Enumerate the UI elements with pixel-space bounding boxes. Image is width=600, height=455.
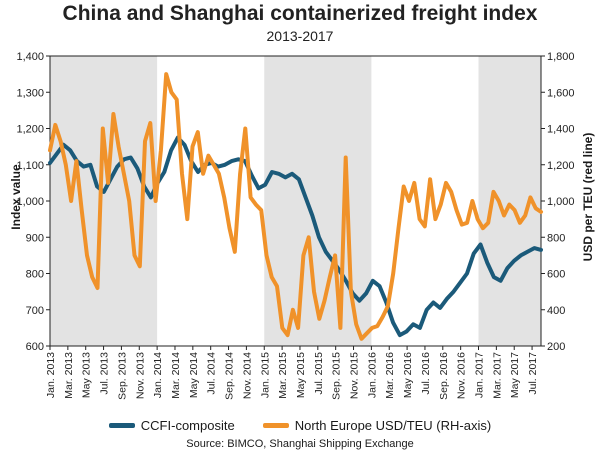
x-tick-label: Jan. 2017 <box>474 352 486 398</box>
y-tick-label-left: 1,000 <box>16 196 44 208</box>
x-tick-label: May 2015 <box>295 352 307 398</box>
x-tick-label: Mar. 2014 <box>170 352 182 399</box>
legend-label-ccfi: CCFI-composite <box>140 418 235 433</box>
x-tick-label: May 2017 <box>509 352 521 398</box>
x-tick-label: Nov. 2013 <box>134 352 146 399</box>
legend-swatch-ccfi <box>108 423 135 428</box>
y-tick-label-left: 1,300 <box>16 87 44 99</box>
y-tick-label-right: 1,800 <box>547 51 575 63</box>
chart-legend: CCFI-composite North Europe USD/TEU (RH-… <box>0 418 600 433</box>
x-tick-label: Jul. 2014 <box>206 352 218 395</box>
x-tick-label: Mar. 2017 <box>491 352 503 399</box>
x-tick-label: May 2014 <box>188 352 200 398</box>
legend-label-north-europe: North Europe USD/TEU (RH-axis) <box>294 418 492 433</box>
x-tick-label: Jul. 2013 <box>99 352 111 395</box>
x-tick-label: Nov. 2014 <box>241 352 253 399</box>
y-tick-label-left: 1,200 <box>16 124 44 136</box>
chart-title: China and Shanghai containerized freight… <box>62 2 538 25</box>
series-line-ccfi <box>48 135 543 338</box>
x-tick-label: Nov. 2016 <box>456 352 468 399</box>
y-tick-label-right: 200 <box>547 341 565 353</box>
legend-item-north-europe: North Europe USD/TEU (RH-axis) <box>262 418 492 433</box>
x-tick-label: Jan. 2013 <box>45 352 57 398</box>
x-tick-label: Sep. 2015 <box>331 352 343 400</box>
y-tick-label-right: 1,200 <box>547 160 575 172</box>
x-tick-label: Sep. 2016 <box>438 352 450 400</box>
chart-subtitle: 2013-2017 <box>266 28 334 44</box>
x-tick-label: Jul. 2016 <box>420 352 432 395</box>
y-tick-label-left: 900 <box>26 232 44 244</box>
y-tick-label-right: 800 <box>547 232 565 244</box>
x-tick-label: May 2013 <box>81 352 93 398</box>
x-tick-label: Jan. 2014 <box>152 352 164 398</box>
x-tick-label: Jan. 2016 <box>366 352 378 398</box>
series-line-north-europe <box>48 72 543 341</box>
x-tick-label: Mar. 2013 <box>63 352 75 399</box>
x-tick-label: Sep. 2013 <box>116 352 128 400</box>
y-tick-label-left: 1,100 <box>16 160 44 172</box>
shaded-year-band-2013 <box>50 56 158 346</box>
y-tick-label-left: 600 <box>26 341 44 353</box>
x-tick-label: Jul. 2015 <box>313 352 325 395</box>
y-tick-label-right: 1,400 <box>547 124 575 136</box>
x-tick-label: Jan. 2015 <box>259 352 271 398</box>
legend-item-ccfi: CCFI-composite <box>108 418 235 433</box>
y-tick-label-right: 600 <box>547 269 565 281</box>
x-tick-label: Sep. 2014 <box>224 352 236 400</box>
chart-source: Source: BIMCO, Shanghai Shipping Exchang… <box>186 438 414 450</box>
y-tick-label-right: 1,000 <box>547 196 575 208</box>
x-tick-label: Mar. 2015 <box>277 352 289 399</box>
y-tick-label-right: 400 <box>547 305 565 317</box>
legend-swatch-north-europe <box>262 423 289 428</box>
y-tick-label-left: 700 <box>26 305 44 317</box>
x-tick-label: Jul. 2017 <box>527 352 539 395</box>
x-tick-label: Nov. 2015 <box>349 352 361 399</box>
y-tick-label-left: 800 <box>26 269 44 281</box>
x-tick-label: Mar. 2016 <box>384 352 396 399</box>
y-tick-label-left: 1,400 <box>16 51 44 63</box>
x-tick-label: May 2016 <box>402 352 414 398</box>
y-tick-label-right: 1,600 <box>547 87 575 99</box>
